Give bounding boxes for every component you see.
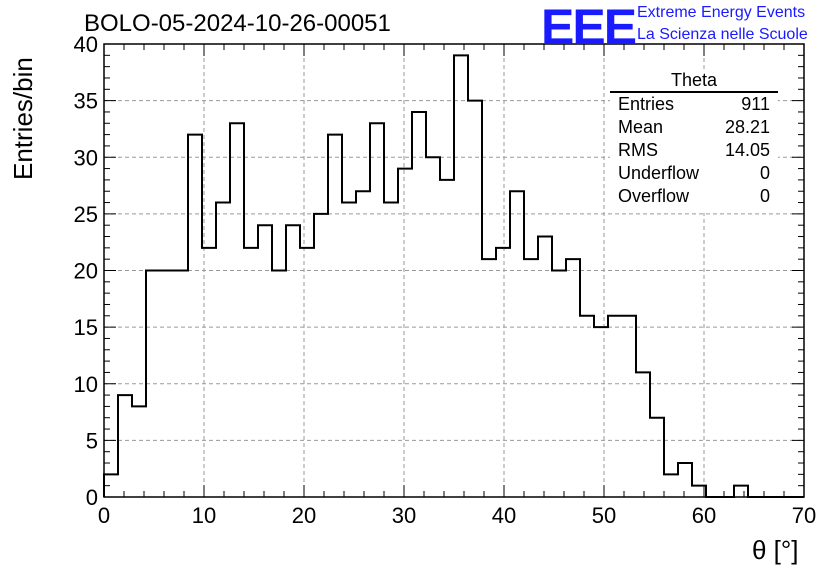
- axes-frame: [103, 43, 805, 498]
- x-tick-label: 0: [98, 503, 110, 528]
- logo-subtitle-2: La Scienza nelle Scuole: [637, 26, 808, 43]
- stats-value: 0: [759, 186, 770, 206]
- stats-value: 911: [741, 94, 770, 114]
- stats-row-entries: Entries 911: [618, 94, 770, 116]
- y-tick-label: 5: [86, 428, 98, 453]
- eee-logo: EEE: [541, 0, 637, 55]
- stats-row-rms: RMS 14.05: [618, 140, 770, 162]
- x-axis-label: θ [°]: [752, 535, 799, 565]
- y-tick-label: 35: [74, 89, 98, 114]
- chart-title: BOLO-05-2024-10-26-00051: [84, 10, 391, 37]
- stats-key: Mean: [618, 117, 664, 137]
- stats-key: Underflow: [618, 163, 700, 183]
- stats-key: RMS: [618, 140, 658, 160]
- y-axis-label: Entries/bin: [8, 57, 38, 180]
- x-tick-label: 50: [592, 503, 616, 528]
- stats-value: 28.21: [724, 117, 770, 137]
- stats-row-overflow: Overflow 0: [618, 186, 770, 208]
- x-tick-label: 40: [492, 503, 516, 528]
- y-tick-label: 25: [74, 202, 98, 227]
- stats-row-underflow: Underflow 0: [618, 163, 770, 185]
- stats-key: Overflow: [618, 186, 690, 206]
- x-tick-label: 10: [192, 503, 216, 528]
- histogram-bars: [103, 54, 804, 498]
- stats-key: Entries: [618, 94, 675, 114]
- x-tick-label: 60: [692, 503, 716, 528]
- y-tick-label: 10: [74, 372, 98, 397]
- histogram-outline: [103, 54, 804, 498]
- y-tick-label: 40: [74, 32, 98, 57]
- y-tick-label: 0: [86, 485, 98, 510]
- stats-title: Theta: [670, 70, 718, 90]
- y-tick-label: 30: [74, 145, 98, 170]
- stats-value: 0: [759, 163, 770, 183]
- stats-row-mean: Mean 28.21: [618, 117, 770, 139]
- x-tick-label: 70: [792, 503, 816, 528]
- stats-value: 14.05: [724, 140, 770, 160]
- x-tick-label: 30: [392, 503, 416, 528]
- y-tick-label: 20: [74, 259, 98, 284]
- logo-subtitle-1: Extreme Energy Events: [637, 4, 806, 21]
- tick-labels: 0 10 20 30 40 50 60 70 0 5 10 15 20 25 30 35 40: [74, 32, 817, 528]
- x-tick-label: 20: [292, 503, 316, 528]
- stats-divider: [610, 91, 778, 93]
- y-tick-label: 15: [74, 315, 98, 340]
- stats-box: Theta Entries 911 Mean 28.21 RMS 14.05 U…: [610, 70, 778, 213]
